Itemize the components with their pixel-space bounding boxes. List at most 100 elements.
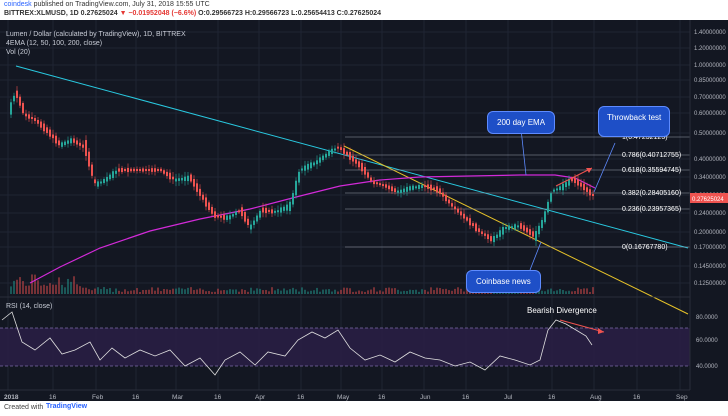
price-axis[interactable]: 1.40000000 1.20000000 1.00000000 0.85000000… [694, 30, 726, 287]
volume-bar [385, 287, 387, 294]
legend-vol: Vol (20) [6, 49, 30, 56]
volume-bar [220, 290, 222, 294]
candle-body [286, 204, 288, 211]
legend-ema: 4EMA (12, 50, 100, 200, close) [6, 40, 102, 47]
volume-bar [331, 291, 333, 294]
divergence-label: Bearish Divergence [527, 306, 597, 315]
volume-bar [433, 290, 435, 294]
candle-body [370, 177, 372, 181]
volume-bar [70, 281, 72, 294]
candle-body [130, 168, 132, 172]
volume-bar [106, 289, 108, 294]
candle-body [217, 215, 219, 218]
candle-body [388, 185, 390, 190]
price-label: 0.27625024 [80, 10, 118, 17]
rsi-axis[interactable]: 80.0000 60.0000 40.0000 [696, 315, 718, 370]
volume-bar [307, 291, 309, 294]
volume-bar [298, 291, 300, 294]
candle-body [46, 127, 48, 133]
candle-body [223, 214, 225, 220]
volume-bar [583, 288, 585, 294]
volume-bar [196, 289, 198, 294]
candle-body [394, 188, 396, 193]
candle-body [109, 174, 111, 180]
candle-body [43, 123, 45, 132]
candle-body [538, 225, 540, 235]
volume-bar [301, 287, 303, 294]
fib-label: 1(0.47232125) [622, 134, 668, 141]
time-axis[interactable]: 2018 16 Feb 16 Mar 16 Apr 16 May 16 Jun 16 Jul 16 Aug 1… [4, 394, 688, 401]
time-axis-label: Jun [420, 394, 431, 401]
candle-body [466, 217, 468, 221]
volume-bar [268, 291, 270, 294]
candle-body [424, 185, 426, 188]
candle-body [283, 206, 285, 211]
candle-body [220, 215, 222, 218]
volume-bar [130, 290, 132, 294]
volume-bar [19, 277, 21, 294]
volume-bar [271, 287, 273, 294]
publisher-link[interactable]: coindesk [4, 1, 32, 8]
price-axis-label: 0.14500000 [694, 264, 726, 270]
candle-body [484, 233, 486, 236]
volume-bar [460, 288, 462, 294]
volume-bar [25, 285, 27, 294]
candle-body [196, 183, 198, 192]
candle-body [229, 215, 231, 220]
candle-body [67, 140, 69, 144]
volume-bar [124, 289, 126, 294]
price-chart[interactable]: Lumen / Dollar (calculated by TradingVie… [0, 20, 728, 401]
yellow-trendline[interactable] [343, 145, 689, 315]
candle-body [592, 194, 594, 196]
volume-bar [262, 290, 264, 294]
candle-body [298, 171, 300, 183]
candle-body [523, 225, 525, 231]
price-axis-label: 0.40000000 [694, 157, 726, 163]
volume-bar [226, 290, 228, 294]
volume-bar [82, 287, 84, 294]
legend-title: Lumen / Dollar (calculated by TradingVie… [6, 31, 186, 38]
candle-body [256, 215, 258, 222]
volume-bar [58, 277, 60, 294]
candle-body [133, 168, 135, 172]
candle-body [526, 227, 528, 233]
candle-body [169, 172, 171, 180]
candle-body [205, 197, 207, 207]
candle-body [553, 189, 555, 192]
candle-body [241, 207, 243, 217]
volume-bar [337, 291, 339, 294]
tradingview-brand-link[interactable]: TradingView [46, 403, 88, 410]
volume-bar [346, 287, 348, 294]
candle-body [565, 182, 567, 188]
volume-bar [442, 289, 444, 294]
price-axis-label: 0.70000000 [694, 95, 726, 101]
volume-bar [115, 288, 117, 294]
volume-bar [28, 285, 30, 294]
candle-body [76, 140, 78, 145]
symbol-line: BITTREX:XLMUSD, 1D 0.27625024 ▼ −0.01952… [4, 10, 381, 17]
volume-bar [319, 291, 321, 294]
volume-bar [190, 287, 192, 294]
volume-bar [340, 289, 342, 294]
candle-body [430, 184, 432, 191]
volume-bar [22, 281, 24, 294]
candle-body [559, 186, 561, 191]
volume-bar [544, 291, 546, 294]
chart-area[interactable]: Lumen / Dollar (calculated by TradingVie… [0, 20, 728, 401]
candle-body [136, 169, 138, 171]
candle-body [199, 188, 201, 196]
volume-bar [424, 289, 426, 294]
chart-header: coindesk published on TradingView.com, J… [0, 0, 728, 20]
volume-bar [547, 289, 549, 294]
candle-body [58, 140, 60, 146]
time-axis-label: Mar [172, 394, 184, 401]
volume-bar [427, 291, 429, 294]
volume-bar [586, 288, 588, 294]
candle-body [49, 129, 51, 137]
candle-body [265, 207, 267, 214]
candle-body [502, 226, 504, 235]
candle-body [13, 95, 15, 102]
candle-body [262, 207, 264, 213]
volume-bar [589, 291, 591, 294]
volume-bar [289, 289, 291, 294]
